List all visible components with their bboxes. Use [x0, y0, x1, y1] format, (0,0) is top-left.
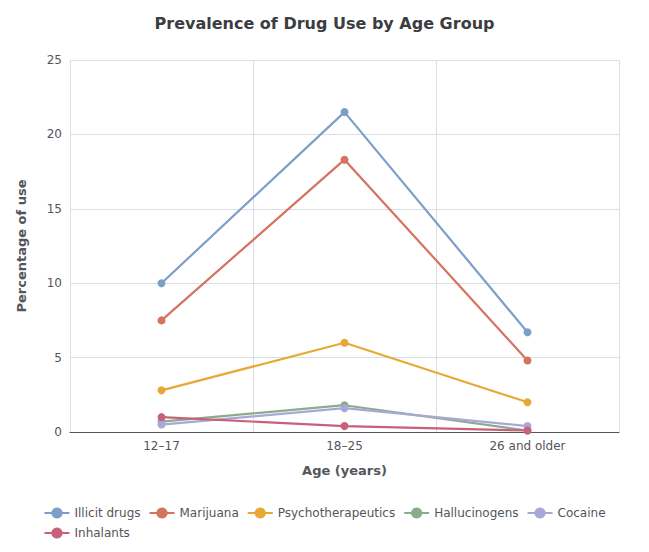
- svg-text:Illicit drugs: Illicit drugs: [74, 506, 140, 520]
- svg-text:Marijuana: Marijuana: [180, 506, 239, 520]
- svg-text:26 and older: 26 and older: [489, 439, 565, 453]
- svg-text:10: 10: [47, 276, 62, 290]
- svg-text:Prevalence of Drug Use by Age: Prevalence of Drug Use by Age Group: [155, 14, 495, 33]
- svg-text:Hallucinogens: Hallucinogens: [434, 506, 518, 520]
- svg-text:Percentage of use: Percentage of use: [14, 179, 29, 312]
- svg-text:25: 25: [47, 53, 62, 67]
- svg-text:Cocaine: Cocaine: [558, 506, 606, 520]
- svg-text:15: 15: [47, 202, 62, 216]
- svg-text:18–25: 18–25: [326, 439, 363, 453]
- svg-text:12–17: 12–17: [143, 439, 180, 453]
- svg-text:20: 20: [47, 127, 62, 141]
- svg-text:5: 5: [54, 351, 62, 365]
- svg-text:Psychotherapeutics: Psychotherapeutics: [278, 506, 395, 520]
- svg-text:Age (years): Age (years): [302, 463, 387, 478]
- svg-text:Inhalants: Inhalants: [74, 526, 129, 540]
- svg-text:0: 0: [54, 425, 62, 439]
